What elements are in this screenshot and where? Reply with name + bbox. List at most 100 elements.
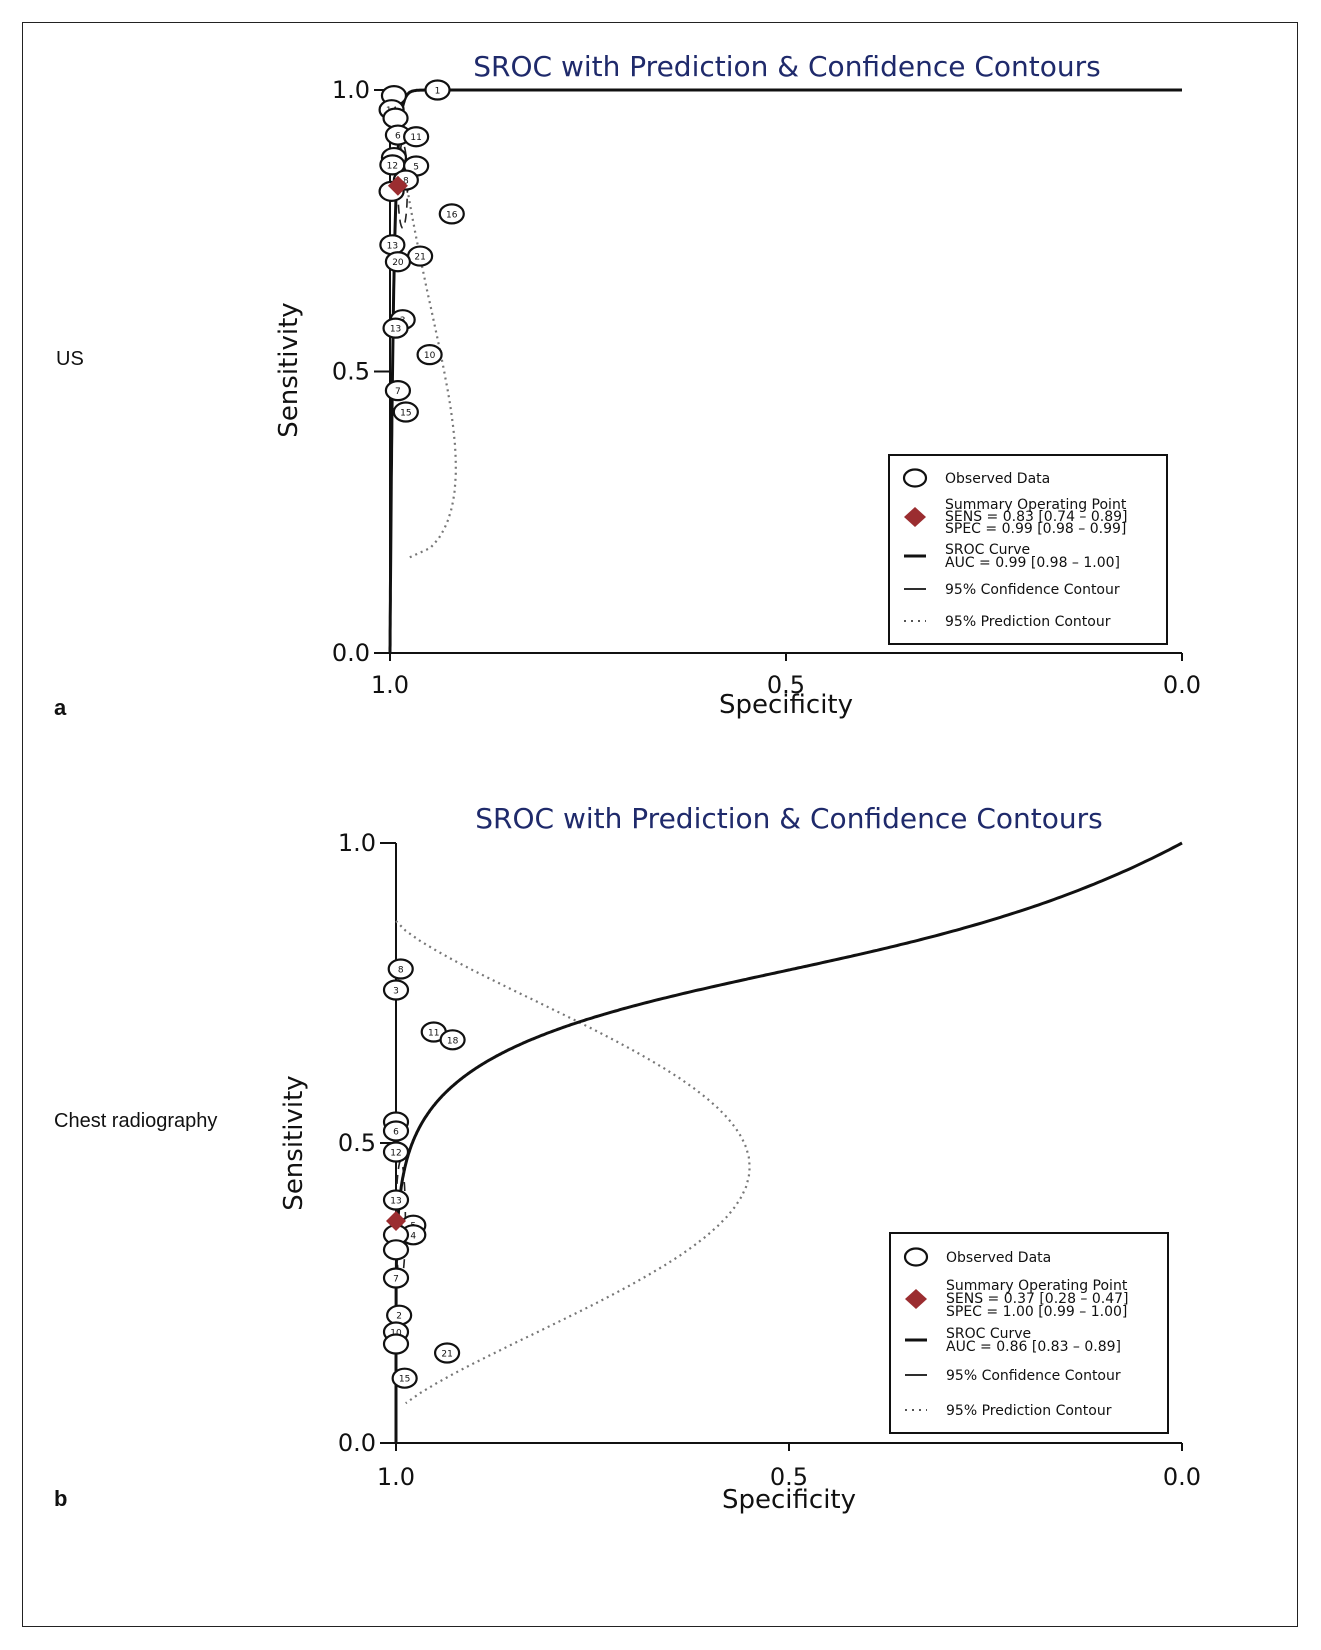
x-tick-label: 0.0 — [1163, 1463, 1201, 1491]
point-label: 13 — [390, 1197, 401, 1207]
y-axis-label: Sensitivity — [274, 302, 304, 437]
y-axis-label: Sensitivity — [279, 1075, 309, 1210]
observed-point — [416, 344, 443, 366]
y-tick-label: 1.0 — [338, 829, 376, 857]
y-tick-label: 0.0 — [338, 1429, 376, 1457]
observed-point — [438, 203, 465, 225]
point-label: 7 — [393, 1275, 399, 1285]
point-label: 2 — [396, 1312, 402, 1322]
point-label: 6 — [395, 132, 401, 142]
legend-sroc-title: SROC Curve — [945, 542, 1030, 558]
point-label: 4 — [410, 1231, 416, 1241]
chart-panel-a: SROC with Prediction & Confidence Contou… — [274, 50, 1201, 720]
legend-observed-text: Observed Data — [946, 1250, 1051, 1266]
observed-point — [387, 958, 414, 980]
point-label: 13 — [390, 325, 401, 335]
y-tick-label: 1.0 — [332, 76, 370, 104]
observed-point — [384, 251, 412, 273]
figure-frame — [22, 22, 1298, 1627]
point-label: 10 — [424, 351, 436, 361]
legend-sroc-auc: AUC = 0.86 [0.83 – 0.89] — [946, 1339, 1121, 1355]
observed-point — [382, 979, 410, 1001]
chart-title: SROC with Prediction & Confidence Contou… — [473, 50, 1100, 83]
legend-prediction-text: 95% Prediction Contour — [946, 1403, 1112, 1419]
x-tick-label: 0.5 — [770, 1463, 808, 1491]
legend: Observed Data Summary Operating PointSENS… — [889, 1232, 1169, 1434]
point-label: 8 — [403, 177, 409, 187]
observed-point — [382, 1120, 410, 1142]
summary-operating-point — [387, 175, 408, 196]
observed-point — [439, 1029, 466, 1051]
point-label: 18 — [447, 1036, 459, 1046]
point-label: 21 — [414, 253, 425, 263]
prediction-contour — [395, 920, 751, 1405]
point-label: 15 — [400, 409, 411, 419]
row-label-chest: Chest radiography — [54, 1110, 218, 1132]
point-label: 11 — [410, 133, 421, 143]
legend-observed-symbol — [903, 1247, 929, 1267]
point-label: 13 — [387, 241, 398, 251]
point-label: 12 — [390, 1149, 401, 1159]
legend-confidence-text: 95% Confidence Contour — [945, 582, 1120, 598]
legend-summary-spec: SPEC = 1.00 [0.99 – 1.00] — [946, 1304, 1127, 1320]
prediction-contour — [392, 89, 457, 559]
observed-point — [382, 1333, 410, 1355]
point-label: 16 — [446, 210, 458, 220]
point-label: 6 — [393, 1128, 399, 1138]
point-label: 8 — [398, 966, 404, 976]
point-label: 20 — [392, 258, 404, 268]
observed-point — [433, 1342, 461, 1364]
legend-summary-symbol — [904, 507, 926, 527]
observed-point — [403, 126, 430, 148]
observed-point — [384, 380, 412, 402]
legend-sroc-title: SROC Curve — [946, 1326, 1031, 1342]
legend-observed-symbol — [902, 468, 928, 488]
observed-point — [382, 1267, 410, 1289]
point-label: 3 — [393, 987, 399, 997]
legend-summary-title: Summary Operating Point — [945, 497, 1127, 513]
row-label-us: US — [56, 348, 84, 370]
point-label: 1 — [435, 87, 441, 97]
x-axis-label: Specificity — [719, 690, 853, 720]
legend: Observed Data Summary Operating PointSENS… — [888, 454, 1168, 645]
legend-summary-sens: SENS = 0.83 [0.74 – 0.89] — [945, 509, 1128, 525]
legend-summary-spec: SPEC = 0.99 [0.98 – 0.99] — [945, 521, 1126, 537]
y-tick-label: 0.5 — [338, 1129, 376, 1157]
x-tick-label: 0.5 — [767, 671, 805, 699]
legend-box — [888, 454, 1168, 645]
point-label: 12 — [387, 161, 398, 171]
legend-prediction-text: 95% Prediction Contour — [945, 614, 1111, 630]
legend-summary-title: Summary Operating Point — [946, 1278, 1128, 1294]
observed-point — [382, 317, 409, 339]
sroc-curve — [394, 841, 1183, 1443]
legend-sroc-auc: AUC = 0.99 [0.98 – 1.00] — [945, 555, 1120, 571]
chart-panel-b: SROC with Prediction & Confidence Contou… — [279, 802, 1201, 1515]
point-label: 11 — [428, 1029, 439, 1039]
chart-title: SROC with Prediction & Confidence Contou… — [475, 802, 1102, 835]
observed-point — [382, 1141, 410, 1163]
panel-letter-a: a — [54, 695, 67, 720]
observed-point — [392, 401, 419, 423]
observed-point — [382, 1189, 410, 1211]
point-label: 15 — [399, 1375, 410, 1385]
point-label: 7 — [395, 387, 401, 397]
legend-confidence-text: 95% Confidence Contour — [946, 1368, 1121, 1384]
observed-point — [424, 79, 451, 101]
legend-summary-sens: SENS = 0.37 [0.28 – 0.47] — [946, 1291, 1129, 1307]
point-label: 21 — [441, 1350, 452, 1360]
legend-box — [889, 1232, 1169, 1434]
x-tick-label: 1.0 — [371, 671, 409, 699]
confidence-contour — [397, 142, 409, 229]
panel-letter-b: b — [54, 1486, 68, 1511]
summary-operating-point — [386, 1211, 406, 1231]
y-tick-label: 0.5 — [332, 358, 370, 386]
point-label: 5 — [413, 163, 419, 173]
y-tick-label: 0.0 — [332, 639, 370, 667]
legend-observed-text: Observed Data — [945, 471, 1050, 487]
observed-point — [382, 1239, 410, 1261]
x-tick-label: 0.0 — [1163, 671, 1201, 699]
observed-point — [391, 1367, 418, 1389]
x-tick-label: 1.0 — [377, 1463, 415, 1491]
x-axis-label: Specificity — [722, 1485, 856, 1515]
